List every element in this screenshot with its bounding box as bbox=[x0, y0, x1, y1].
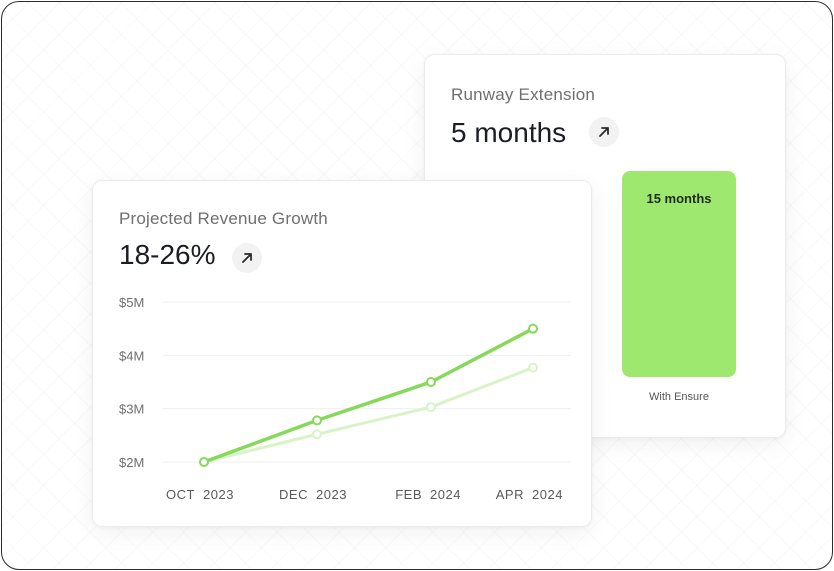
x-tick-label: 2023 bbox=[316, 487, 347, 502]
data-point bbox=[199, 457, 209, 467]
y-tick-label: $4M bbox=[119, 348, 144, 363]
y-tick-label: $3M bbox=[119, 402, 144, 417]
runway-bar-label: 15 months bbox=[646, 191, 712, 206]
x-tick-label: OCT bbox=[166, 487, 195, 502]
data-point bbox=[312, 415, 322, 426]
arrow-up-right-icon bbox=[589, 117, 619, 147]
series-line bbox=[202, 366, 535, 464]
x-tick-label: FEB bbox=[395, 487, 422, 502]
x-tick-label: APR bbox=[496, 487, 524, 502]
revenue-line-chart: $2M $3M $4M $5M OCT 2023 DEC 2023 FEB 2024 APR 2024 bbox=[119, 295, 571, 502]
x-tick-label: 2024 bbox=[430, 487, 461, 502]
x-tick-label: 2024 bbox=[532, 487, 563, 502]
runway-bar-caption: With Ensure bbox=[649, 391, 709, 403]
data-point bbox=[528, 323, 538, 334]
data-point bbox=[312, 429, 322, 440]
arrow-up-right-icon bbox=[232, 243, 262, 273]
series-line bbox=[202, 326, 535, 464]
x-tick-label: DEC bbox=[279, 487, 308, 502]
revenue-value: 18-26% bbox=[119, 239, 216, 270]
runway-title: Runway Extension bbox=[451, 85, 595, 104]
revenue-growth-card: Projected Revenue Growth 18-26% $2M $3M $4… bbox=[92, 180, 592, 527]
y-tick-label: $2M bbox=[119, 455, 144, 470]
revenue-title: Projected Revenue Growth bbox=[119, 209, 328, 228]
runway-bar: 15 months bbox=[622, 171, 736, 377]
y-tick-label: $5M bbox=[119, 295, 144, 310]
data-point bbox=[426, 402, 436, 413]
data-point bbox=[528, 362, 538, 373]
x-tick-label: 2023 bbox=[203, 487, 234, 502]
runway-value: 5 months bbox=[451, 117, 567, 148]
data-point bbox=[426, 377, 436, 387]
